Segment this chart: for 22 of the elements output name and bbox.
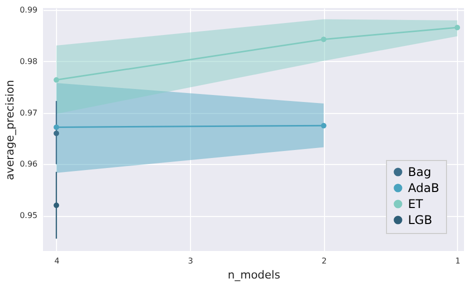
- point: [320, 36, 326, 42]
- x-tick-label: 4: [54, 256, 60, 266]
- point: [454, 24, 460, 30]
- x-axis-title: n_models: [228, 268, 280, 282]
- x-tick-label: 2: [322, 256, 327, 266]
- y-tick-label: 0.96: [20, 160, 38, 169]
- legend-label: AdaB: [408, 181, 440, 195]
- point: [54, 202, 60, 208]
- x-tick-label: 3: [188, 256, 194, 266]
- x-tick-label: 1: [455, 256, 460, 266]
- point: [320, 122, 326, 128]
- y-tick-label: 0.97: [20, 108, 38, 118]
- legend-label: LGB: [408, 213, 432, 227]
- y-axis-title: average_precision: [4, 80, 17, 180]
- point: [54, 77, 60, 83]
- legend-label: ET: [408, 197, 424, 211]
- legend-label: Bag: [408, 165, 432, 179]
- y-tick-label: 0.99: [20, 6, 38, 15]
- point: [54, 124, 60, 130]
- y-tick-label: 0.95: [20, 211, 38, 220]
- point: [54, 130, 60, 136]
- y-tick-label: 0.98: [20, 56, 38, 66]
